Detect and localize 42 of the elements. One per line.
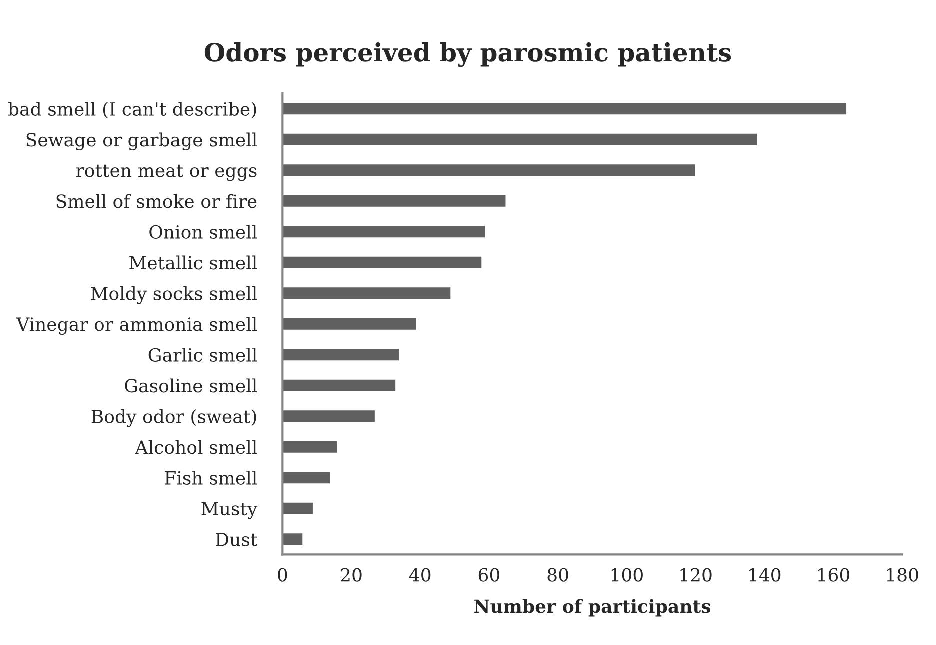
y-tick-label: Dust (216, 533, 258, 546)
bar (282, 501, 314, 516)
bar (282, 316, 418, 332)
bar (282, 132, 758, 147)
bar (282, 102, 848, 116)
bar (282, 224, 486, 240)
y-tick-label: Body odor (sweat) (92, 409, 256, 428)
bar (282, 348, 400, 362)
x-tick-label: 120 (680, 568, 712, 582)
y-tick-label: bad smell (I can't describe) (8, 102, 256, 119)
bar (282, 409, 376, 424)
x-tick-label: 80 (548, 568, 568, 582)
x-tick-label: 160 (818, 568, 850, 582)
y-tick-label: Fish smell (165, 470, 258, 485)
y-tick-label: Smell of smoke or fire (56, 194, 257, 208)
y-tick-label: Sewage or garbage smell (26, 132, 258, 151)
y-tick-label: rotten meat or eggs (76, 164, 257, 182)
x-tick-label: 40 (409, 568, 431, 582)
x-tick-label: 180 (887, 568, 918, 582)
bar (282, 194, 508, 208)
bar (282, 470, 332, 485)
y-tick-label: Moldy socks smell (91, 286, 258, 304)
x-tick-label: 20 (341, 568, 362, 582)
x-tick-label: 60 (478, 568, 500, 582)
bar (282, 163, 696, 178)
y-tick-label: Onion smell (150, 225, 258, 239)
x-tick-label: 140 (750, 568, 781, 582)
bar (282, 255, 484, 270)
y-tick-label: Metallic smell (130, 256, 258, 270)
x-tick-label: 0 (278, 568, 288, 582)
x-axis-title: Number of participants (474, 599, 711, 617)
bar (282, 286, 452, 301)
y-tick-label: Garlic smell (148, 348, 258, 362)
y-tick-label: Alcohol smell (135, 440, 258, 454)
y-tick-label: Vinegar or ammonia smell (16, 317, 258, 335)
y-tick-label: Musty (202, 502, 258, 520)
x-tick-label: 100 (612, 568, 643, 582)
bar (282, 378, 397, 393)
bar (282, 440, 338, 454)
chart-title: Odors perceived by parosmic patients (204, 42, 732, 68)
y-tick-label: Gasoline smell (125, 378, 258, 393)
bar (282, 532, 304, 546)
